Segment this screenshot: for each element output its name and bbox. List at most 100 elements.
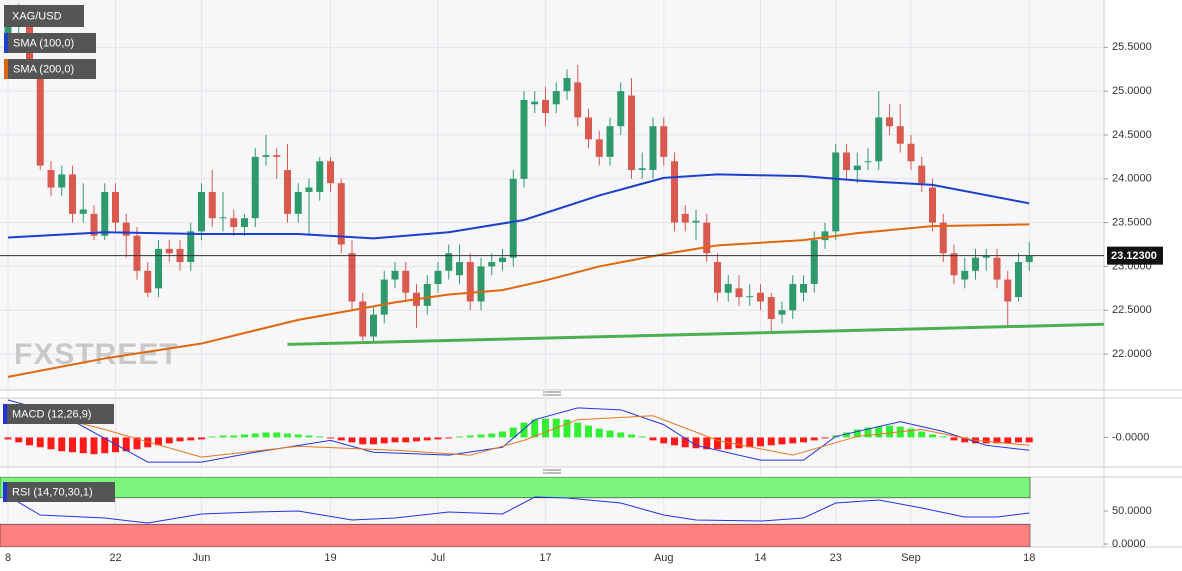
histogram-bar [423,437,431,441]
indicator-line [7,173,1030,240]
instrument-label: XAG/USD [12,10,62,22]
candle-body [122,222,130,236]
candle-body [961,270,969,280]
macd-label: MACD (12,26,9) [12,408,91,420]
candle-body [563,78,571,92]
indicator-line [7,404,1030,458]
x-tick-label: 14 [754,552,766,564]
histogram-bar [800,437,807,443]
y-tick-label: 50.0000 [1112,505,1152,517]
y-tick-label: 24.5000 [1112,129,1152,141]
indicator-line [7,495,1030,524]
candle-body [843,152,850,171]
histogram-bar [703,437,711,450]
last-price-box [1107,246,1163,265]
y-tick-label: 25.5000 [1112,41,1152,53]
legend: XAG/USD SMA (100,0) SMA (200,0) MACD (12… [3,5,115,502]
candle-body [789,283,797,311]
histogram-bar [810,437,818,441]
histogram-bar [36,437,44,448]
histogram-bar [681,437,689,448]
candle-body [133,235,141,271]
candle-body [499,257,506,263]
candle-body [671,161,678,223]
candle-body [262,155,270,157]
histogram-bar [101,437,109,454]
histogram-bar [176,437,184,442]
candle-body [273,155,281,157]
candle-body [950,253,958,276]
candle-body [832,152,840,232]
candle-body [359,301,367,337]
histogram-bar [90,437,98,455]
candle-body [692,220,700,223]
macd-plot [4,399,1033,463]
histogram-bar [563,419,571,438]
candle-body [391,270,399,280]
histogram-bar [843,432,850,438]
histogram-bar [488,433,496,438]
candle-body [348,253,356,302]
candle-body [929,187,936,223]
candle-body [251,156,259,219]
histogram-bar [413,437,420,442]
y-tick-label: 22.0000 [1112,348,1152,360]
candle-body [241,218,248,227]
candle-body [939,222,947,254]
x-tick-label: 23 [830,552,842,564]
histogram-bar [853,429,861,438]
candle-body [993,257,1001,280]
grid [0,0,1104,547]
histogram-bar [187,437,195,441]
histogram-bar [58,437,66,452]
histogram-bar [939,436,947,438]
candle-body [155,248,162,289]
histogram-bar [230,435,238,438]
histogram-bar [445,437,453,439]
legend-box [3,482,115,502]
legend-label: SMA (200,0) [13,63,74,75]
candle-body [488,262,496,267]
candle-body [703,222,711,254]
watermark: FXSTREET [14,338,179,371]
candle-body [402,270,410,293]
candle-body [305,187,313,192]
histogram-bar [359,437,367,445]
histogram-bar [69,437,76,453]
candle-body [681,213,689,223]
candle-body [284,170,291,214]
histogram-bar [466,435,474,438]
candle-body [542,99,549,114]
histogram-bar [241,434,248,438]
histogram-bar [79,437,87,454]
histogram-bar [155,437,162,446]
x-tick-label: 8 [5,552,11,564]
candle-body [714,262,721,293]
candle-body [531,101,539,105]
x-tick-label: Jun [193,552,211,564]
candle-body [982,255,990,258]
histogram-bar [767,437,775,446]
candle-body [434,270,442,284]
histogram-bar [821,437,829,439]
histogram-bar [789,437,797,444]
candle-body [380,279,388,315]
x-tick-label: Jul [431,552,445,564]
histogram-bar [327,437,334,439]
candle-body [617,91,625,127]
candle-body [477,266,485,302]
candle-body [90,213,98,236]
legend-swatch [3,404,7,424]
histogram-bar [542,418,549,438]
histogram-bar [595,428,603,438]
legend-box [4,59,96,79]
histogram-bar [402,437,410,443]
candle-body [230,218,238,227]
histogram-bar [961,437,969,443]
histogram-bar [370,437,377,445]
histogram-bar [574,422,582,438]
histogram-bar [305,435,313,438]
legend-box [4,5,84,27]
candle-body [552,91,560,105]
